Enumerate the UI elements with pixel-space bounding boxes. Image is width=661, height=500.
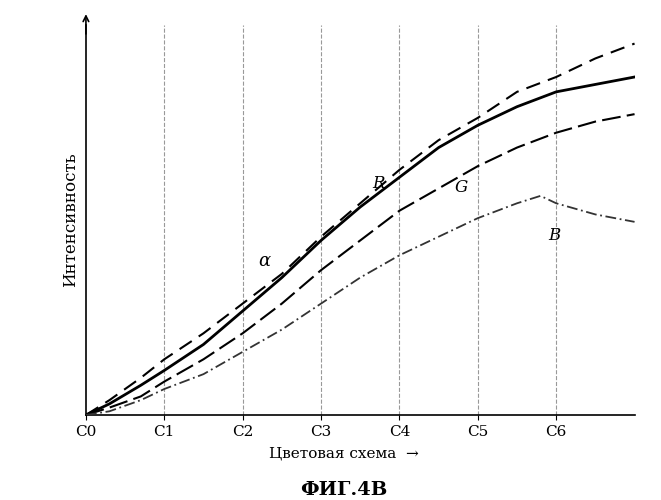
- Text: R: R: [372, 176, 385, 192]
- Text: Цветовая схема  →: Цветовая схема →: [269, 446, 418, 460]
- Text: α: α: [258, 252, 270, 270]
- Text: G: G: [454, 179, 467, 196]
- Y-axis label: Интенсивность: Интенсивность: [62, 152, 79, 288]
- Text: ФИГ.4В: ФИГ.4В: [300, 481, 387, 499]
- Text: B: B: [549, 228, 561, 244]
